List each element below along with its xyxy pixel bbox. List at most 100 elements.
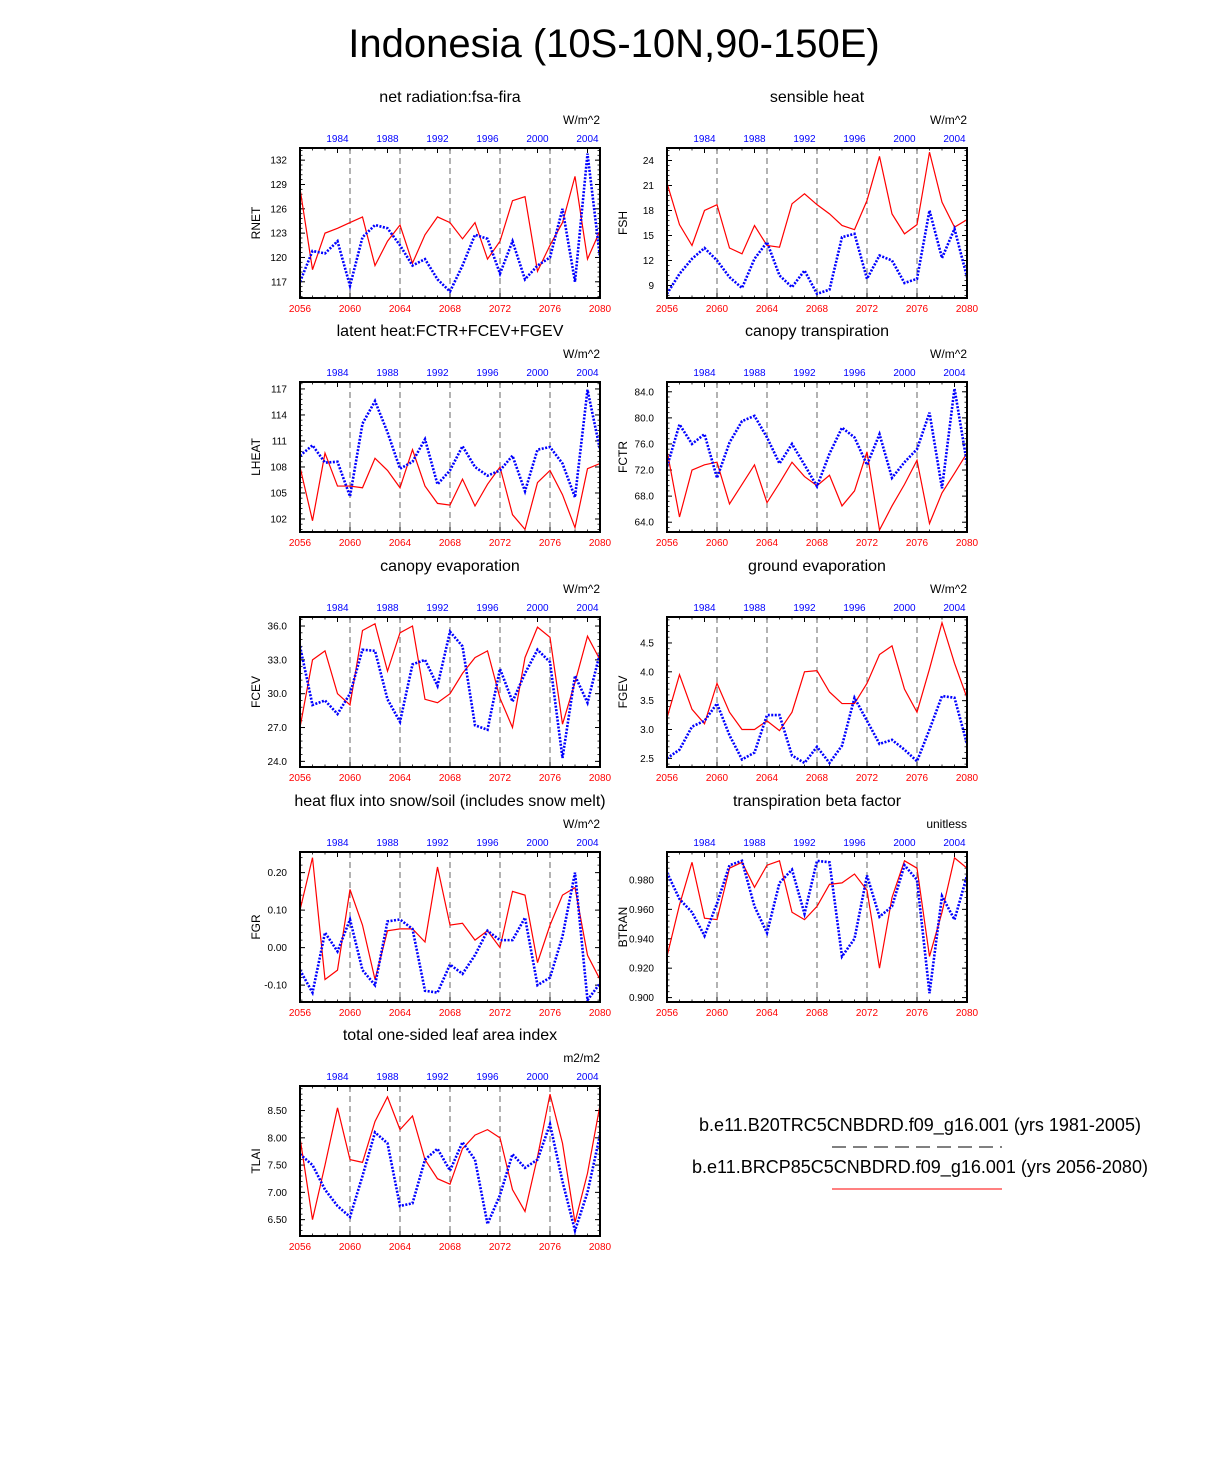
x-tick-label-future: 2064 bbox=[389, 773, 412, 784]
series-line-historical bbox=[667, 388, 967, 490]
x-tick-label-future: 2080 bbox=[589, 538, 612, 549]
series-line-future bbox=[300, 622, 600, 730]
x-tick-label-historical: 1988 bbox=[376, 603, 399, 614]
y-tick-label: 27.0 bbox=[268, 723, 288, 734]
x-tick-label-historical: 2004 bbox=[943, 838, 966, 849]
y-axis-label: RNET bbox=[249, 206, 263, 239]
y-tick-label: 105 bbox=[270, 488, 287, 499]
x-tick-label-historical: 1984 bbox=[326, 1072, 349, 1083]
x-tick-label-future: 2068 bbox=[806, 538, 829, 549]
series-line-historical bbox=[300, 628, 600, 759]
x-tick-label-historical: 1988 bbox=[743, 368, 766, 379]
x-tick-label-future: 2056 bbox=[289, 304, 312, 315]
y-axis-label: FGR bbox=[249, 914, 263, 940]
chart-panel-tlai: total one-sided leaf area index m2/m2 TLAI… bbox=[249, 1027, 612, 1253]
units-label: unitless bbox=[926, 817, 967, 831]
y-tick-label: 21 bbox=[643, 181, 655, 192]
x-tick-label-historical: 1988 bbox=[376, 134, 399, 145]
x-tick-label-future: 2064 bbox=[756, 538, 779, 549]
x-tick-label-historical: 1984 bbox=[326, 603, 349, 614]
panel-title: net radiation:fsa-fira bbox=[379, 89, 521, 106]
y-tick-label: 111 bbox=[272, 436, 288, 447]
panel-title: heat flux into snow/soil (includes snow … bbox=[294, 793, 605, 810]
units-label: W/m^2 bbox=[930, 347, 967, 361]
x-tick-label-historical: 2004 bbox=[576, 838, 599, 849]
y-tick-label: 64.0 bbox=[635, 518, 655, 529]
y-tick-label: 80.0 bbox=[635, 413, 655, 424]
panels: net radiation:fsa-fira W/m^2 RNET 2056 2060 2… bbox=[249, 89, 979, 1253]
x-tick-label-historical: 1988 bbox=[743, 838, 766, 849]
x-tick-label-future: 2072 bbox=[856, 1008, 879, 1019]
x-tick-label-historical: 2000 bbox=[526, 1072, 549, 1083]
y-axis-label: FGEV bbox=[616, 676, 630, 709]
series-line-future bbox=[667, 152, 967, 255]
x-tick-label-future: 2080 bbox=[956, 538, 979, 549]
y-tick-label: 76.0 bbox=[635, 439, 655, 450]
y-tick-label: 3.5 bbox=[640, 696, 654, 707]
x-tick-label-future: 2072 bbox=[856, 304, 879, 315]
y-axis-label: FSH bbox=[616, 211, 630, 235]
y-tick-label: 72.0 bbox=[635, 466, 655, 477]
x-tick-label-future: 2072 bbox=[489, 538, 512, 549]
x-tick-label-future: 2080 bbox=[956, 304, 979, 315]
plot-frame bbox=[299, 147, 601, 299]
x-tick-label-future: 2072 bbox=[489, 304, 512, 315]
y-tick-label: 117 bbox=[271, 384, 287, 395]
x-tick-label-historical: 2000 bbox=[526, 134, 549, 145]
x-tick-label-historical: 1984 bbox=[693, 603, 716, 614]
y-tick-label: 0.20 bbox=[268, 868, 288, 879]
y-tick-label: 3.0 bbox=[640, 725, 654, 736]
y-tick-label: 68.0 bbox=[635, 492, 655, 503]
x-tick-label-future: 2060 bbox=[339, 1008, 362, 1019]
y-tick-label: 132 bbox=[270, 156, 287, 167]
x-tick-label-future: 2080 bbox=[589, 1008, 612, 1019]
x-tick-label-future: 2056 bbox=[656, 773, 679, 784]
x-tick-label-historical: 2000 bbox=[526, 838, 549, 849]
x-tick-label-future: 2080 bbox=[589, 773, 612, 784]
y-tick-label: 15 bbox=[643, 231, 655, 242]
y-tick-label: 6.50 bbox=[268, 1215, 288, 1226]
x-tick-label-historical: 1992 bbox=[426, 838, 449, 849]
x-tick-label-historical: 1992 bbox=[426, 368, 449, 379]
x-tick-label-historical: 2004 bbox=[943, 603, 966, 614]
x-tick-label-future: 2072 bbox=[489, 1242, 512, 1253]
y-tick-label: 120 bbox=[270, 253, 287, 264]
plot-frame bbox=[666, 147, 968, 299]
panel-title: transpiration beta factor bbox=[733, 793, 902, 810]
legend-future-label: b.e11.BRCP85C5CNBDRD.f09_g16.001 (yrs 20… bbox=[692, 1157, 1148, 1178]
y-tick-label: 0.920 bbox=[629, 964, 654, 975]
series-line-future bbox=[300, 857, 600, 981]
y-tick-label: 84.0 bbox=[635, 387, 655, 398]
x-tick-label-historical: 2004 bbox=[576, 1072, 599, 1083]
x-tick-label-future: 2056 bbox=[289, 1242, 312, 1253]
y-tick-label: 102 bbox=[270, 514, 287, 525]
plot-frame bbox=[299, 851, 601, 1003]
panel-title: sensible heat bbox=[770, 89, 865, 106]
x-tick-label-future: 2080 bbox=[956, 773, 979, 784]
x-tick-label-future: 2056 bbox=[289, 773, 312, 784]
x-tick-label-historical: 1992 bbox=[793, 368, 816, 379]
x-tick-label-future: 2068 bbox=[806, 1008, 829, 1019]
x-tick-label-future: 2060 bbox=[706, 1008, 729, 1019]
x-tick-label-future: 2064 bbox=[756, 1008, 779, 1019]
x-tick-label-future: 2068 bbox=[439, 1242, 462, 1253]
y-tick-label: 24.0 bbox=[268, 757, 288, 768]
series-line-historical bbox=[300, 1119, 600, 1236]
x-tick-label-historical: 1996 bbox=[476, 134, 499, 145]
x-tick-label-future: 2064 bbox=[756, 773, 779, 784]
y-tick-label: 7.00 bbox=[268, 1188, 288, 1199]
x-tick-label-future: 2064 bbox=[389, 1008, 412, 1019]
y-tick-label: 129 bbox=[270, 180, 287, 191]
x-tick-label-future: 2060 bbox=[339, 1242, 362, 1253]
x-tick-label-historical: 1988 bbox=[376, 1072, 399, 1083]
x-tick-label-historical: 2004 bbox=[943, 134, 966, 145]
y-tick-label: 24 bbox=[643, 156, 655, 167]
x-tick-label-historical: 1996 bbox=[476, 1072, 499, 1083]
x-tick-label-historical: 2000 bbox=[893, 134, 916, 145]
series-line-future bbox=[300, 1094, 600, 1223]
x-tick-label-future: 2072 bbox=[856, 538, 879, 549]
y-tick-label: 7.50 bbox=[268, 1161, 288, 1172]
y-tick-label: 0.960 bbox=[629, 905, 654, 916]
x-tick-label-future: 2056 bbox=[656, 538, 679, 549]
units-label: W/m^2 bbox=[563, 582, 600, 596]
